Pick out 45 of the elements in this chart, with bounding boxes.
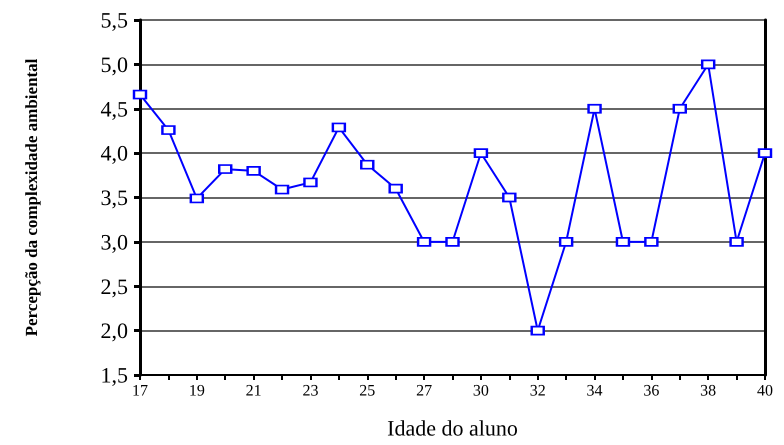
y-tick-label: 5,0 <box>100 52 128 77</box>
point <box>474 148 488 158</box>
y-axis-title: Percepção da complexidade ambiental <box>22 58 41 336</box>
point <box>616 236 630 247</box>
point <box>360 160 374 170</box>
y-tick-label: 2,0 <box>100 318 128 344</box>
x-tick-label: 17 <box>132 382 148 400</box>
x-tick-label: 30 <box>472 382 489 400</box>
point <box>133 90 147 100</box>
y-tick-label: 5,5 <box>100 8 128 32</box>
x-tick-label: 38 <box>700 382 716 400</box>
point <box>730 236 744 247</box>
point <box>559 236 574 247</box>
x-tick-label: 19 <box>188 382 205 400</box>
point <box>218 164 232 174</box>
x-tick-label: 27 <box>416 382 432 400</box>
x-tick-label: 40 <box>757 382 773 400</box>
point <box>161 125 176 136</box>
x-axis-title: Idade do aluno <box>387 416 518 440</box>
point <box>388 184 403 194</box>
y-tick-label: 1,5 <box>100 362 128 388</box>
point <box>644 236 658 247</box>
y-tick-label: 3,5 <box>100 185 128 210</box>
x-tick-label: 32 <box>530 382 546 400</box>
point <box>332 122 346 132</box>
point <box>588 104 602 114</box>
x-tick-label: 34 <box>586 382 603 400</box>
x-tick-label: 21 <box>246 382 262 400</box>
point <box>701 59 716 70</box>
point <box>446 236 460 247</box>
point <box>246 166 261 176</box>
point <box>275 184 290 195</box>
x-tick-label: 23 <box>302 382 318 400</box>
x-tick-label: 25 <box>359 382 376 400</box>
y-tick-label: 2,5 <box>100 274 128 299</box>
y-tick-label: 3,0 <box>100 229 128 254</box>
point <box>672 104 687 114</box>
point <box>190 193 204 204</box>
point <box>417 236 432 247</box>
x-tick-label: 36 <box>643 382 660 400</box>
y-tick-label: 4,0 <box>100 140 128 166</box>
point <box>530 326 545 336</box>
y-tick-label: 4,5 <box>100 96 128 122</box>
point <box>758 148 772 158</box>
point <box>303 177 318 188</box>
